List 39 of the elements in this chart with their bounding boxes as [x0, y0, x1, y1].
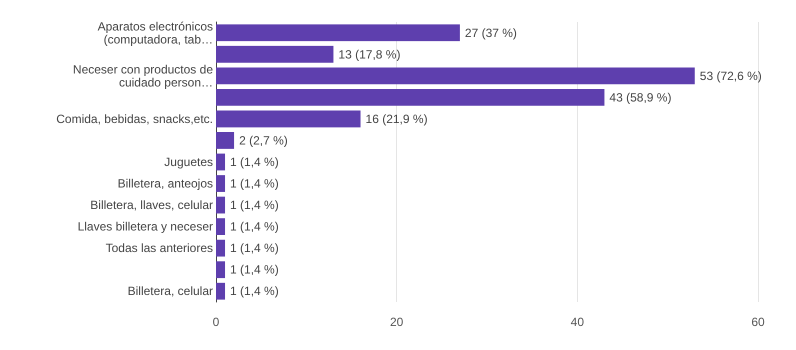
data-label: 2 (2,7 %) [239, 133, 288, 148]
data-label: 1 (1,4 %) [230, 155, 279, 169]
data-label: 1 (1,4 %) [230, 241, 279, 256]
x-tick-label: 60 [751, 315, 765, 329]
data-label: 53 (72,6 %) [700, 68, 762, 83]
data-label: 1 (1,4 %) [230, 176, 279, 191]
y-tick-label: Billetera, llaves, celular [90, 198, 214, 212]
data-label: 16 (21,9 %) [366, 112, 428, 126]
y-tick-label: Comida, bebidas, snacks,etc. [56, 112, 213, 126]
data-label: 43 (58,9 %) [609, 90, 672, 104]
y-tick-label: Billetera, celular [128, 284, 213, 298]
bar [216, 261, 226, 278]
x-tick-label: 40 [570, 315, 584, 329]
x-tick-label: 0 [212, 315, 220, 329]
data-label: 27 (37 %) [464, 26, 517, 40]
data-label: 1 (1,4 %) [230, 262, 279, 277]
data-label: 1 (1,4 %) [230, 198, 279, 212]
bar [216, 175, 226, 192]
y-tick-label: Todas las anteriores [106, 241, 213, 256]
bar [216, 282, 226, 300]
bar [216, 46, 334, 63]
data-label: 13 (17,8 %) [338, 47, 400, 62]
bar [216, 110, 361, 128]
bar [216, 88, 604, 106]
y-tick-label: Neceser con productos de cuidado person… [72, 62, 214, 90]
y-tick-label: Llaves billetera y neceser [78, 220, 213, 234]
x-tick-label: 20 [390, 315, 404, 329]
bar [216, 218, 226, 236]
bar [216, 24, 460, 42]
data-label: 1 (1,4 %) [230, 220, 279, 234]
data-label: 1 (1,4 %) [230, 284, 279, 298]
y-tick-label: Juguetes [164, 155, 213, 169]
bar [216, 196, 226, 214]
bar [216, 67, 695, 84]
y-tick-label: Billetera, anteojos [118, 176, 213, 191]
bar [216, 132, 234, 149]
bar [216, 154, 226, 170]
y-tick-label: Aparatos electrónicos (computadora, tab… [98, 19, 213, 46]
bar [216, 240, 226, 257]
